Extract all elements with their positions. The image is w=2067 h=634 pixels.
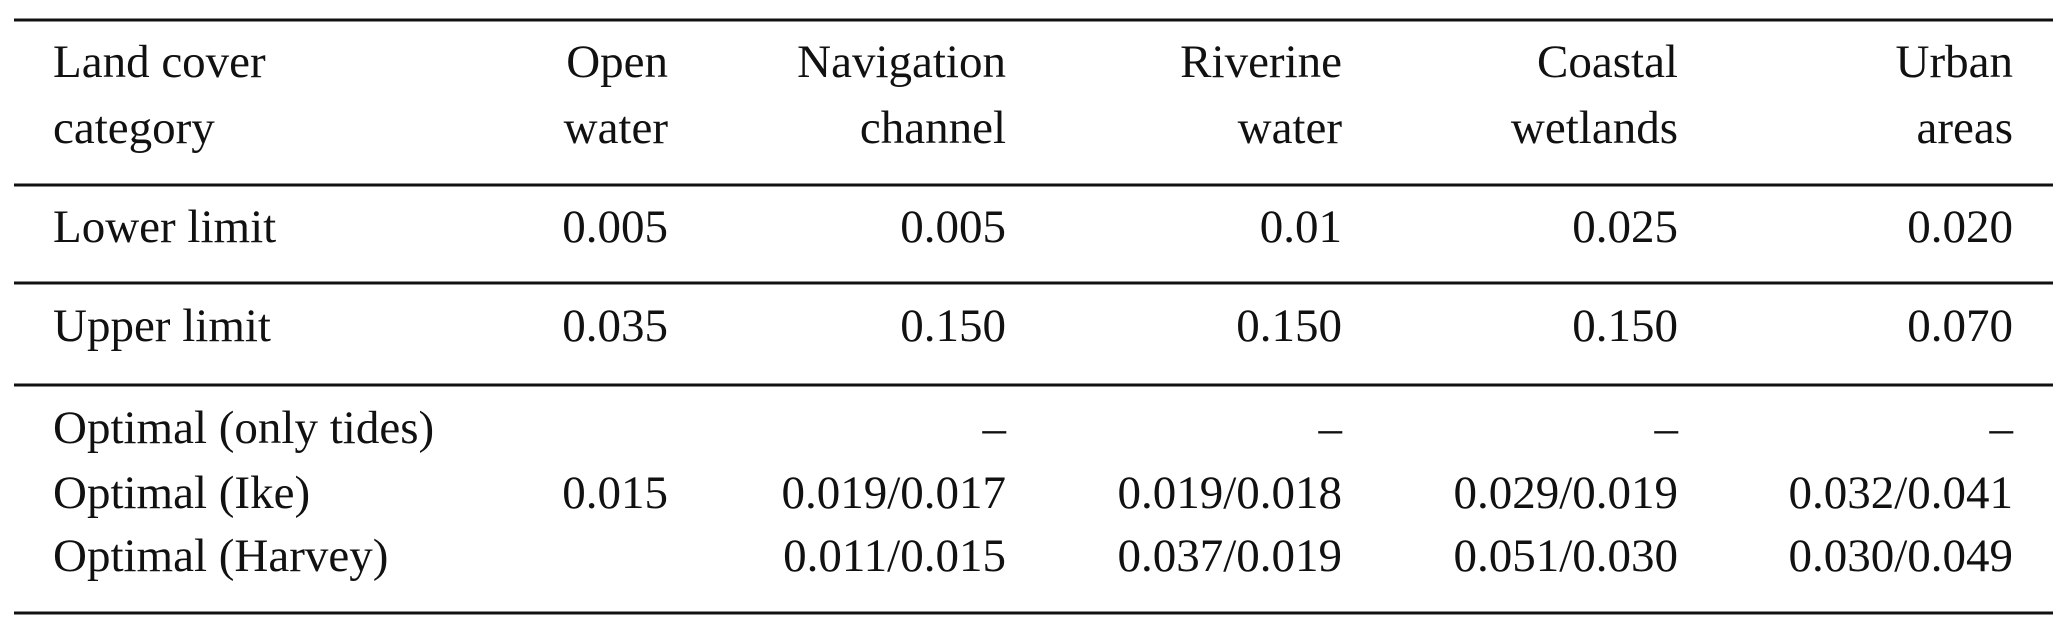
header-cell: Land cover — [53, 36, 266, 88]
cell: 0.032/0.041 — [1788, 467, 2013, 519]
row-label: Optimal (only tides) — [53, 402, 434, 454]
header-cell: category — [53, 102, 215, 154]
header-cell: water — [564, 102, 669, 154]
cell: 0.015 — [562, 467, 668, 519]
cell: 0.150 — [1236, 300, 1342, 352]
row-label: Optimal (Ike) — [53, 467, 310, 519]
cell: – — [1989, 402, 2014, 454]
header-cell: Urban — [1896, 36, 2013, 88]
header-cell: Navigation — [797, 36, 1006, 88]
cell: 0.150 — [1572, 300, 1678, 352]
cell: 0.070 — [1907, 300, 2013, 352]
row-label: Upper limit — [53, 300, 271, 352]
cell: 0.01 — [1260, 201, 1342, 253]
cell: 0.025 — [1572, 201, 1678, 253]
cell: – — [1654, 402, 1679, 454]
cell: 0.029/0.019 — [1453, 467, 1678, 519]
header-cell: Coastal — [1537, 36, 1678, 88]
row-label: Optimal (Harvey) — [53, 530, 388, 582]
header-cell: channel — [860, 102, 1006, 154]
cell: – — [1318, 402, 1343, 454]
header-cell: areas — [1916, 102, 2013, 154]
header-cell: wetlands — [1511, 102, 1678, 154]
cell: 0.005 — [900, 201, 1006, 253]
cell: – — [982, 402, 1007, 454]
cell: 0.035 — [562, 300, 668, 352]
row-label: Lower limit — [53, 201, 276, 253]
header-cell: Riverine — [1180, 36, 1342, 88]
cell: 0.019/0.018 — [1117, 467, 1342, 519]
header-cell: Open — [566, 36, 668, 88]
cell: 0.019/0.017 — [781, 467, 1006, 519]
cell: 0.020 — [1907, 201, 2013, 253]
cell: 0.030/0.049 — [1788, 530, 2013, 582]
cell: 0.011/0.015 — [783, 530, 1006, 582]
cell: 0.037/0.019 — [1117, 530, 1342, 582]
cell: 0.150 — [900, 300, 1006, 352]
header-cell: water — [1238, 102, 1343, 154]
cell: 0.051/0.030 — [1453, 530, 1678, 582]
cell: 0.005 — [562, 201, 668, 253]
